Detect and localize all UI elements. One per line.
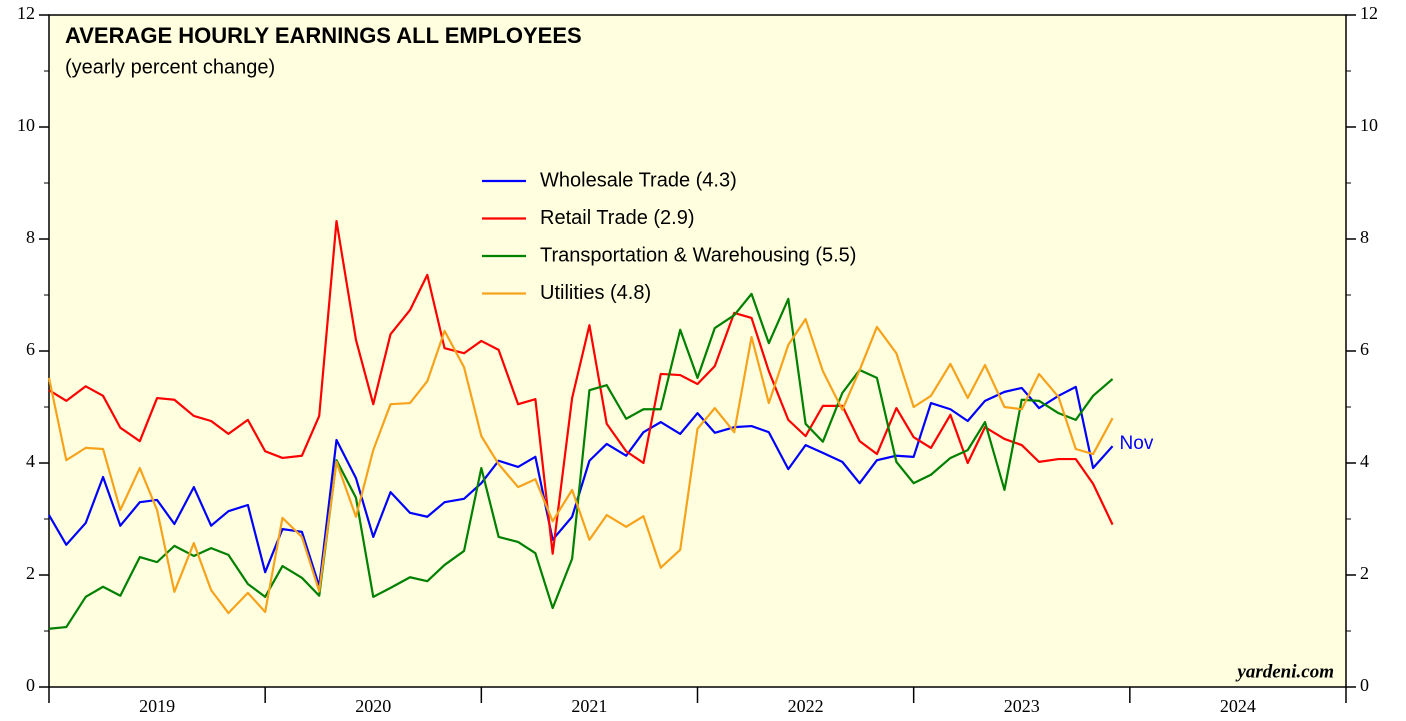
annotation: Nov	[1120, 433, 1154, 454]
legend-label: Retail Trade (2.9)	[540, 207, 695, 229]
y2-tick-label: 10	[1360, 115, 1378, 135]
y2-tick-label: 4	[1360, 451, 1369, 471]
legend-label: Wholesale Trade (4.3)	[540, 169, 737, 191]
y2-tick-label: 6	[1360, 339, 1369, 359]
y-tick-label: 10	[17, 115, 35, 135]
x-tick-label: 2022	[788, 696, 824, 716]
x-tick-label: 2021	[571, 696, 607, 716]
series-line	[48, 385, 1114, 588]
y2-tick-label: 8	[1360, 227, 1369, 247]
y-tick-label: 4	[26, 451, 35, 471]
y-tick-label: 6	[26, 339, 35, 359]
x-tick-label: 2023	[1004, 696, 1040, 716]
source: yardeni.com	[1235, 661, 1334, 682]
y2-tick-label: 12	[1360, 3, 1378, 23]
y-tick-label: 12	[17, 3, 35, 23]
series-line	[48, 219, 1114, 555]
y2-tick-label: 2	[1360, 563, 1369, 583]
y-tick-label: 2	[26, 563, 35, 583]
y-tick-label: 0	[26, 675, 35, 695]
series-line	[48, 292, 1114, 630]
legend-label: Utilities (4.8)	[540, 282, 651, 304]
chart-title: AVERAGE HOURLY EARNINGS ALL EMPLOYEES	[65, 23, 582, 48]
y-tick-label: 8	[26, 227, 35, 247]
x-tick-label: 2020	[355, 696, 391, 716]
plot-area	[48, 14, 1347, 688]
legend-label: Transportation & Warehousing (5.5)	[540, 244, 856, 266]
chart-subtitle: (yearly percent change)	[65, 56, 275, 78]
y2-tick-label: 0	[1360, 675, 1369, 695]
series-line	[47, 317, 1114, 615]
x-tick-label: 2024	[1220, 696, 1256, 716]
x-tick-label: 2019	[139, 696, 175, 716]
